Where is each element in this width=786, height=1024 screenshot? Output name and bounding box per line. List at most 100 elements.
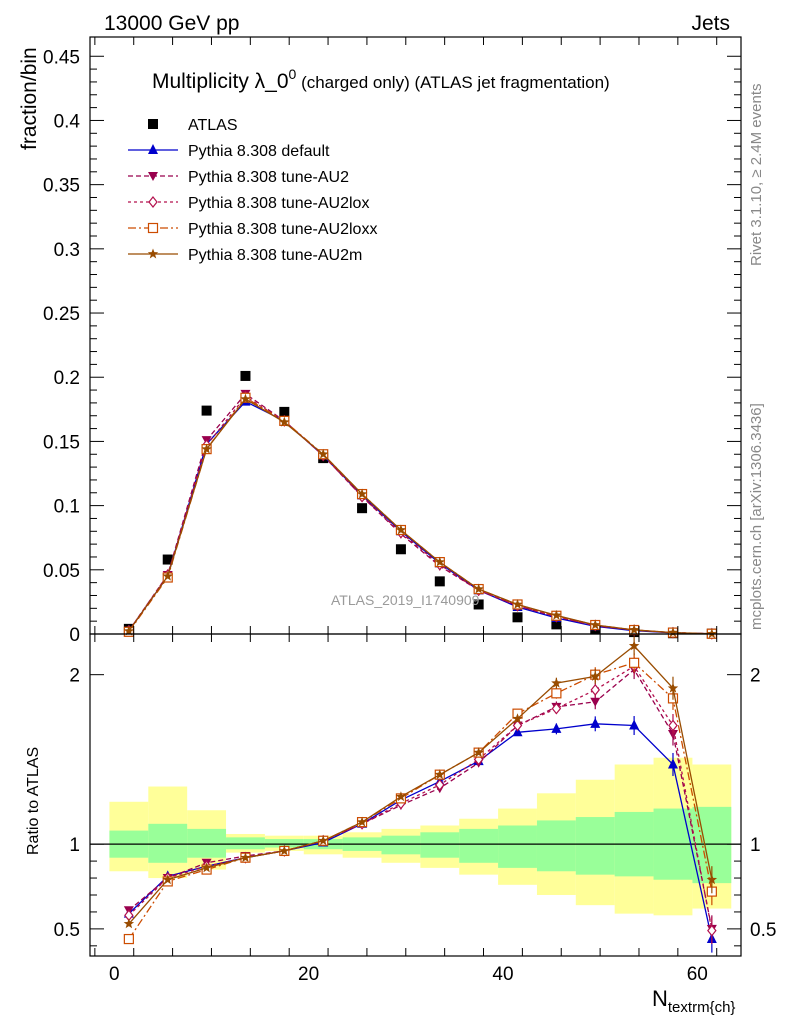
- main-atlas-point: [434, 576, 445, 587]
- ratio-point-au2lox: [512, 719, 523, 732]
- main-point-au2m: [123, 625, 135, 636]
- ratio-plot-panel: 0.5 0.51 12 20 20 40 60 Ratio to ATLAS Ntextrm…: [25, 633, 776, 1016]
- main-atlas-point: [551, 619, 562, 630]
- main-atlas-point: [512, 612, 523, 623]
- main-point-au2m: [279, 416, 290, 427]
- ratio-xlabel-sub: textrm{ch}: [668, 999, 736, 1016]
- main-y-tick-label: 0.2: [54, 368, 80, 389]
- ratio-point-default: [667, 758, 678, 769]
- ratio-y-tick-label: 2: [69, 666, 80, 687]
- ratio-x-tick-label: 40: [492, 964, 513, 985]
- ratio-point-default: [629, 719, 640, 730]
- main-title-main: Multiplicity λ_0: [152, 70, 289, 93]
- main-title-sup: 0: [289, 66, 297, 82]
- ratio-point-au2lox: [707, 924, 717, 937]
- rivet-label: Rivet 3.1.10, ≥ 2.4M events: [748, 84, 765, 267]
- main-series-line-au2lox: [128, 395, 712, 635]
- main-point-au2m: [551, 609, 562, 620]
- main-title: Multiplicity λ_00 (charged only) (ATLAS …: [152, 66, 610, 93]
- main-y-tick-label: 0.1: [54, 497, 80, 518]
- main-point-au2m: [590, 619, 601, 630]
- ratio-point-au2lox: [551, 702, 562, 715]
- legend-marker-au2: [148, 172, 158, 181]
- legend-label-default: Pythia 8.308 default: [188, 143, 330, 160]
- ratio-point-au2m: [434, 769, 446, 780]
- ratio-point-au2m: [395, 791, 407, 802]
- ratio-point-au2m: [473, 747, 484, 758]
- main-series-line-au2m: [128, 398, 712, 635]
- ratio-x-tick-label: 20: [298, 964, 319, 985]
- ratio-band-inner: [187, 828, 227, 858]
- main-y-tick-label: 0.35: [43, 176, 80, 197]
- ratio-band-inner: [264, 839, 304, 848]
- ratio-ylabel: Ratio to ATLAS: [25, 747, 42, 855]
- main-title-rest: (charged only) (ATLAS jet fragmentation): [296, 73, 609, 92]
- main-point-au2m: [317, 448, 329, 459]
- header-right: Jets: [691, 12, 730, 35]
- legend-label-atlas: ATLAS: [188, 117, 238, 134]
- ratio-band-inner: [226, 837, 265, 850]
- ratio-y-tick-label-right: 1: [750, 835, 761, 856]
- main-point-au2m: [162, 570, 173, 581]
- ratio-point-au2m: [551, 677, 562, 688]
- legend: ATLAS Pythia 8.308 default Pythia 8.308 tu…: [128, 117, 377, 264]
- legend-marker-au2m: [147, 248, 159, 259]
- legend-label-au2loxx: Pythia 8.308 tune-AU2loxx: [188, 221, 377, 238]
- main-y-tick-label: 0.3: [54, 240, 80, 261]
- main-ylabel: fraction/bin: [18, 47, 41, 150]
- ratio-y-tick-label-right: 2: [750, 666, 761, 687]
- ratio-series-line-au2m: [128, 645, 713, 925]
- main-atlas-point: [240, 370, 251, 381]
- ratio-x-tick-label: 0: [109, 964, 120, 985]
- main-point-au2m: [356, 488, 368, 499]
- ratio-point-au2m: [123, 918, 135, 929]
- main-point-au2m: [473, 583, 484, 594]
- ratio-point-au2: [590, 697, 601, 707]
- ratio-point-au2m: [667, 682, 679, 693]
- ratio-point-au2lox: [590, 683, 601, 696]
- legend-marker-default: [148, 144, 158, 154]
- ratio-band-inner: [381, 835, 421, 855]
- main-point-au2m: [201, 443, 212, 454]
- main-atlas-point: [395, 544, 406, 555]
- ratio-series-line-au2loxx: [128, 662, 713, 940]
- ratio-point-au2loxx: [551, 688, 562, 699]
- main-point-au2m: [434, 556, 446, 567]
- ratio-point-au2m: [590, 670, 601, 681]
- main-atlas-point: [201, 405, 212, 416]
- ratio-plot-frame: [89, 633, 742, 957]
- main-point-au2m: [706, 628, 718, 639]
- main-atlas-point: [473, 599, 484, 610]
- ratio-point-au2m: [628, 640, 640, 651]
- main-y-tick-label: 0.15: [43, 432, 80, 453]
- main-axis-ticks: 0 0.05 0.1 0.15 0.2 0.25 0.3 0.35 0.4 0.45: [43, 37, 741, 646]
- ratio-point-au2m: [512, 713, 523, 724]
- legend-marker-au2lox: [148, 196, 158, 208]
- mcplots-label: mcplots.cern.ch [arXiv:1306.3436]: [748, 403, 765, 630]
- ratio-xlabel-main: N: [652, 986, 668, 1011]
- main-point-au2m: [240, 393, 251, 404]
- ratio-point-au2loxx: [629, 657, 640, 668]
- main-point-au2m: [395, 524, 407, 535]
- ratio-axis-ticks: 0.5 0.51 12 20 20 40 60: [54, 634, 776, 985]
- main-y-tick-label: 0.45: [43, 47, 80, 68]
- main-atlas-point: [357, 503, 368, 514]
- ratio-point-au2m: [356, 816, 368, 827]
- ratio-band-inner: [575, 817, 615, 875]
- ratio-band-inner: [459, 828, 499, 863]
- legend-label-au2lox: Pythia 8.308 tune-AU2lox: [188, 195, 369, 212]
- ratio-plot-content: [90, 636, 741, 953]
- ratio-y-tick-label-right: 0.5: [750, 920, 776, 941]
- header-left: 13000 GeV pp: [104, 12, 239, 35]
- ratio-band-inner: [498, 825, 537, 868]
- ratio-y-tick-label: 1: [69, 835, 80, 856]
- ratio-point-au2lox: [435, 778, 445, 791]
- legend-marker-atlas: [148, 119, 158, 129]
- ratio-band-inner: [536, 820, 576, 872]
- ratio-point-default: [590, 717, 601, 728]
- ratio-point-au2m: [317, 835, 329, 846]
- main-point-au2m: [667, 627, 679, 638]
- main-point-au2m: [628, 624, 640, 635]
- main-plot-panel: 0 0.05 0.1 0.15 0.2 0.25 0.3 0.35 0.4 0.45 fracti…: [18, 36, 742, 646]
- ratio-point-au2m: [201, 862, 212, 873]
